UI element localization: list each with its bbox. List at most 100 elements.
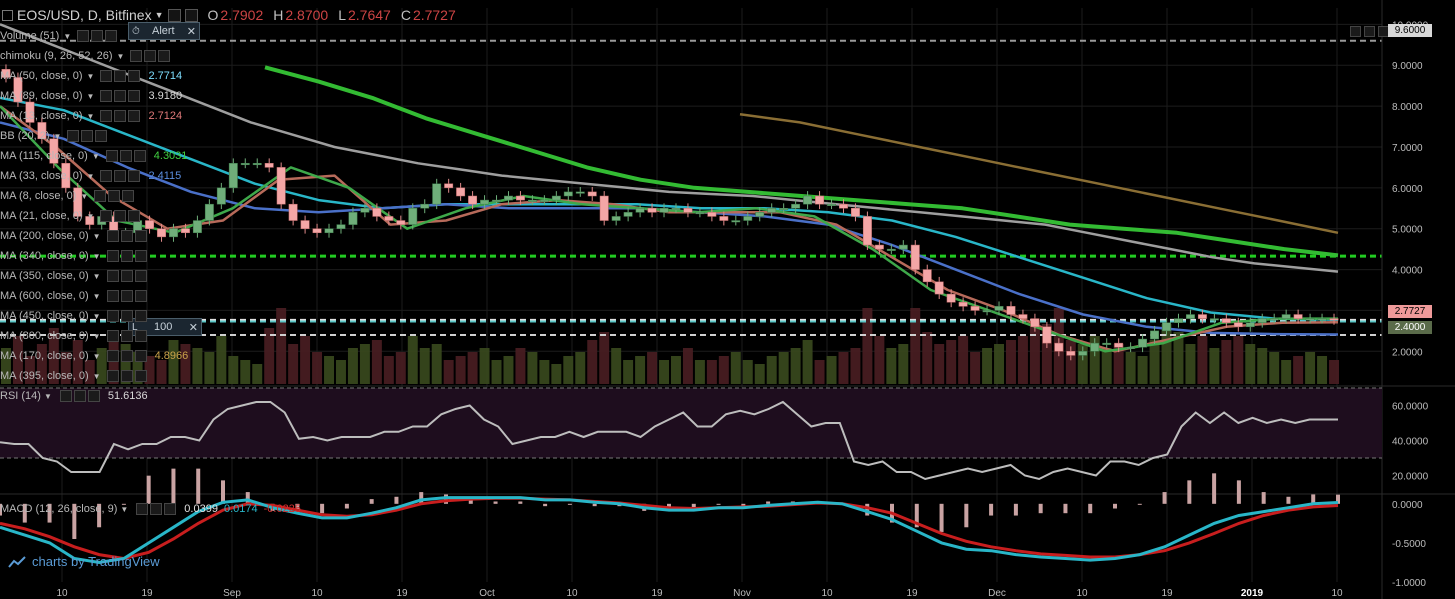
indicator-close-icon[interactable] xyxy=(134,290,147,302)
indicator-settings-icon[interactable] xyxy=(114,110,127,122)
indicator-row[interactable]: MA (89, close, 0) ▼ 3.9180 xyxy=(0,88,182,104)
indicator-label[interactable]: MA (800, close, 0) xyxy=(0,330,89,342)
indicator-close-icon[interactable] xyxy=(128,170,141,182)
indicator-settings-icon[interactable] xyxy=(114,70,127,82)
chevron-down-icon[interactable]: ▼ xyxy=(116,51,125,61)
indicator-settings-icon[interactable] xyxy=(120,310,133,322)
alert-button[interactable]: ⏱ Alert ✕ xyxy=(128,22,200,40)
pane-up-icon[interactable] xyxy=(1350,26,1361,37)
indicator-label[interactable]: MA (200, close, 0) xyxy=(0,230,89,242)
symbol-title[interactable]: EOS/USD, D, Bitfinex xyxy=(17,7,152,23)
chevron-down-icon[interactable]: ▼ xyxy=(63,31,72,41)
indicator-row[interactable]: MA (600, close, 0) ▼ xyxy=(0,288,149,304)
indicator-eye-icon[interactable] xyxy=(106,270,119,282)
macd-eye-icon[interactable] xyxy=(136,503,149,515)
indicator-eye-icon[interactable] xyxy=(77,30,90,42)
indicator-settings-icon[interactable] xyxy=(120,270,133,282)
indicator-label[interactable]: MA (50, close, 0) xyxy=(0,70,83,82)
chevron-down-icon[interactable]: ▼ xyxy=(92,371,101,381)
indicator-eye-icon[interactable] xyxy=(106,350,119,362)
collapse-icon[interactable] xyxy=(2,9,13,21)
indicator-row[interactable]: MA (21, close, 0) ▼ xyxy=(0,208,142,224)
chevron-down-icon[interactable]: ▼ xyxy=(86,111,95,121)
indicator-eye-icon[interactable] xyxy=(106,250,119,262)
indicator-eye-icon[interactable] xyxy=(106,290,119,302)
indicator-close-icon[interactable] xyxy=(122,190,135,202)
indicator-eye-icon[interactable] xyxy=(100,90,113,102)
indicator-row[interactable]: MA (115, close, 0) ▼ 4.3031 xyxy=(0,148,187,164)
indicator-settings-icon[interactable] xyxy=(91,30,104,42)
indicator-settings-icon[interactable] xyxy=(114,90,127,102)
tradingview-watermark[interactable]: charts by TradingView xyxy=(8,554,160,569)
chevron-down-icon[interactable]: ▼ xyxy=(80,191,89,201)
indicator-row[interactable]: MA (50, close, 0) ▼ 2.7714 xyxy=(0,68,182,84)
indicator-settings-icon[interactable] xyxy=(120,370,133,382)
indicator-settings-icon[interactable] xyxy=(114,210,127,222)
indicator-row[interactable]: MA (340, close, 0) ▼ xyxy=(0,248,149,264)
indicator-close-icon[interactable] xyxy=(133,150,146,162)
chevron-down-icon[interactable]: ▼ xyxy=(53,131,62,141)
chevron-down-icon[interactable]: ▼ xyxy=(154,10,164,20)
indicator-settings-icon[interactable] xyxy=(120,250,133,262)
indicator-row[interactable]: MA (800, close, 0) ▼ xyxy=(0,328,149,344)
indicator-row[interactable]: MA (8, close, 0) ▼ xyxy=(0,188,136,204)
macd-close-icon[interactable] xyxy=(164,503,177,515)
indicator-label[interactable]: MA (33, close, 0) xyxy=(0,170,83,182)
indicator-close-icon[interactable] xyxy=(128,70,141,82)
indicator-row[interactable]: MA (33, close, 0) ▼ 2.4115 xyxy=(0,168,181,184)
indicator-settings-icon[interactable] xyxy=(120,290,133,302)
settings-icon[interactable] xyxy=(167,8,181,22)
indicator-settings-icon[interactable] xyxy=(120,350,133,362)
indicator-close-icon[interactable] xyxy=(134,230,147,242)
chevron-down-icon[interactable]: ▼ xyxy=(92,311,101,321)
indicator-row[interactable]: MA (450, close, 0) ▼ xyxy=(0,308,149,324)
indicator-row[interactable]: Volume (51) ▼ xyxy=(0,28,119,44)
pane-maximize-icon[interactable] xyxy=(1364,26,1375,37)
indicator-close-icon[interactable] xyxy=(134,330,147,342)
chevron-down-icon[interactable]: ▼ xyxy=(43,391,52,401)
indicator-settings-icon[interactable] xyxy=(81,130,94,142)
chevron-down-icon[interactable]: ▼ xyxy=(86,91,95,101)
indicator-eye-icon[interactable] xyxy=(105,150,118,162)
indicator-row[interactable]: MA (170, close, 0) ▼ 4.8966 xyxy=(0,348,188,364)
indicator-eye-icon[interactable] xyxy=(106,370,119,382)
macd-settings-icon[interactable] xyxy=(150,503,163,515)
rsi-settings-icon[interactable] xyxy=(73,390,86,402)
indicator-close-icon[interactable] xyxy=(105,30,118,42)
chevron-down-icon[interactable]: ▼ xyxy=(92,231,101,241)
indicator-row[interactable]: MA (395, close, 0) ▼ xyxy=(0,368,149,384)
indicator-label[interactable]: MA (21, close, 0) xyxy=(0,210,83,222)
indicator-settings-icon[interactable] xyxy=(144,50,157,62)
chevron-down-icon[interactable]: ▼ xyxy=(92,331,101,341)
indicator-close-icon[interactable] xyxy=(134,270,147,282)
indicator-eye-icon[interactable] xyxy=(130,50,143,62)
indicator-label[interactable]: chimoku (9, 26, 52, 26) xyxy=(0,50,113,62)
indicator-close-icon[interactable] xyxy=(128,110,141,122)
indicator-eye-icon[interactable] xyxy=(106,310,119,322)
indicator-label[interactable]: MA (350, close, 0) xyxy=(0,270,89,282)
indicator-row[interactable]: MA (13, close, 0) ▼ 2.7124 xyxy=(0,108,182,124)
indicator-eye-icon[interactable] xyxy=(94,190,107,202)
chevron-down-icon[interactable]: ▼ xyxy=(86,171,95,181)
indicator-close-icon[interactable] xyxy=(128,90,141,102)
indicator-row[interactable]: MA (350, close, 0) ▼ xyxy=(0,268,149,284)
indicator-close-icon[interactable] xyxy=(128,210,141,222)
indicator-label[interactable]: MA (8, close, 0) xyxy=(0,190,77,202)
indicator-label[interactable]: MA (395, close, 0) xyxy=(0,370,89,382)
indicator-eye-icon[interactable] xyxy=(100,170,113,182)
indicator-row[interactable]: BB (20, 2) ▼ xyxy=(0,128,109,144)
indicator-settings-icon[interactable] xyxy=(114,170,127,182)
indicator-close-icon[interactable] xyxy=(134,250,147,262)
indicator-close-icon[interactable] xyxy=(158,50,171,62)
indicator-settings-icon[interactable] xyxy=(119,150,132,162)
indicator-label[interactable]: MA (115, close, 0) xyxy=(0,150,88,162)
rsi-close-icon[interactable] xyxy=(87,390,100,402)
alert-2-close-icon[interactable]: ✕ xyxy=(188,321,198,334)
indicator-settings-icon[interactable] xyxy=(120,330,133,342)
chevron-down-icon[interactable]: ▼ xyxy=(92,351,101,361)
chevron-down-icon[interactable]: ▼ xyxy=(92,271,101,281)
alert-close-icon[interactable]: ✕ xyxy=(186,25,196,38)
chevron-down-icon[interactable]: ▼ xyxy=(120,504,129,514)
chevron-down-icon[interactable]: ▼ xyxy=(86,211,95,221)
